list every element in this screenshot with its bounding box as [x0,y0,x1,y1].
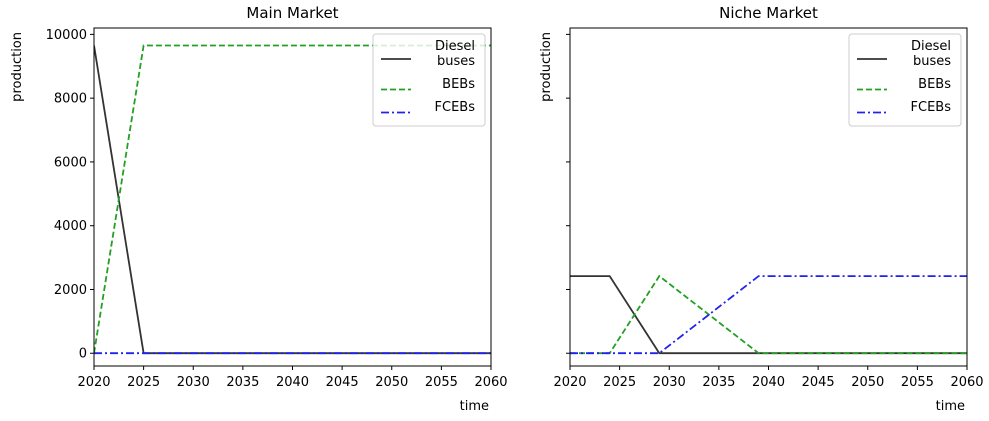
chart-title: Niche Market [719,4,818,22]
x-tick-label: 2050 [851,375,884,390]
x-tick-label: 2035 [702,375,735,390]
x-axis-label: time [936,399,965,414]
legend-label-3: FCEBs [435,100,476,115]
legend: Diesel buses BEBs FCEBs [372,33,486,127]
x-tick-label: 2020 [77,375,110,390]
x-tick-label: 2045 [326,375,359,390]
panel-2: 2020 2025 2030 2035 2040 2045 2050 2055 2060 Nich… [539,4,984,414]
legend-label-2: BEBs [442,77,475,92]
x-tick-label: 2060 [474,375,507,390]
x-tick-label: 2025 [603,375,636,390]
x-tick-label: 2055 [901,375,934,390]
x-tick-label: 2060 [950,375,983,390]
x-tick-label: 2025 [127,375,160,390]
legend-label-2: BEBs [918,77,951,92]
panel-1: 2020 2025 2030 2035 2040 2045 2050 2055 2060 0 200… [10,4,508,414]
x-tick-label: 2035 [226,375,259,390]
series-line-3 [570,275,967,355]
chart-title: Main Market [246,4,338,22]
legend-label-3: FCEBs [911,100,952,115]
x-axis-label: time [460,399,489,414]
legend: Diesel buses BEBs FCEBs [848,33,962,127]
series-line-2 [570,274,967,355]
x-tick-label: 2030 [177,375,210,390]
y-tick-label: 0 [79,347,87,362]
legend-box [848,33,962,127]
legend-label-1: Diesel buses [909,39,951,69]
x-tick-label: 2055 [425,375,458,390]
x-tick-label: 2050 [375,375,408,390]
x-tick-label: 2040 [752,375,785,390]
legend-label-1: Diesel buses [433,39,475,69]
y-tick-label: 2000 [54,283,87,298]
y-tick-label: 10000 [46,28,87,43]
series-group [570,274,967,355]
x-tick-label: 2030 [653,375,686,390]
series-line-1 [570,275,967,355]
x-tick-label: 2040 [276,375,309,390]
y-tick-label: 6000 [54,155,87,170]
y-tick-label: 8000 [54,92,87,107]
y-axis-label: production [10,32,25,102]
x-tick-label: 2045 [802,375,835,390]
x-tick-label: 2020 [553,375,586,390]
y-tick-label: 4000 [54,219,87,234]
y-axis-label: production [539,32,554,102]
legend-box [372,33,486,127]
